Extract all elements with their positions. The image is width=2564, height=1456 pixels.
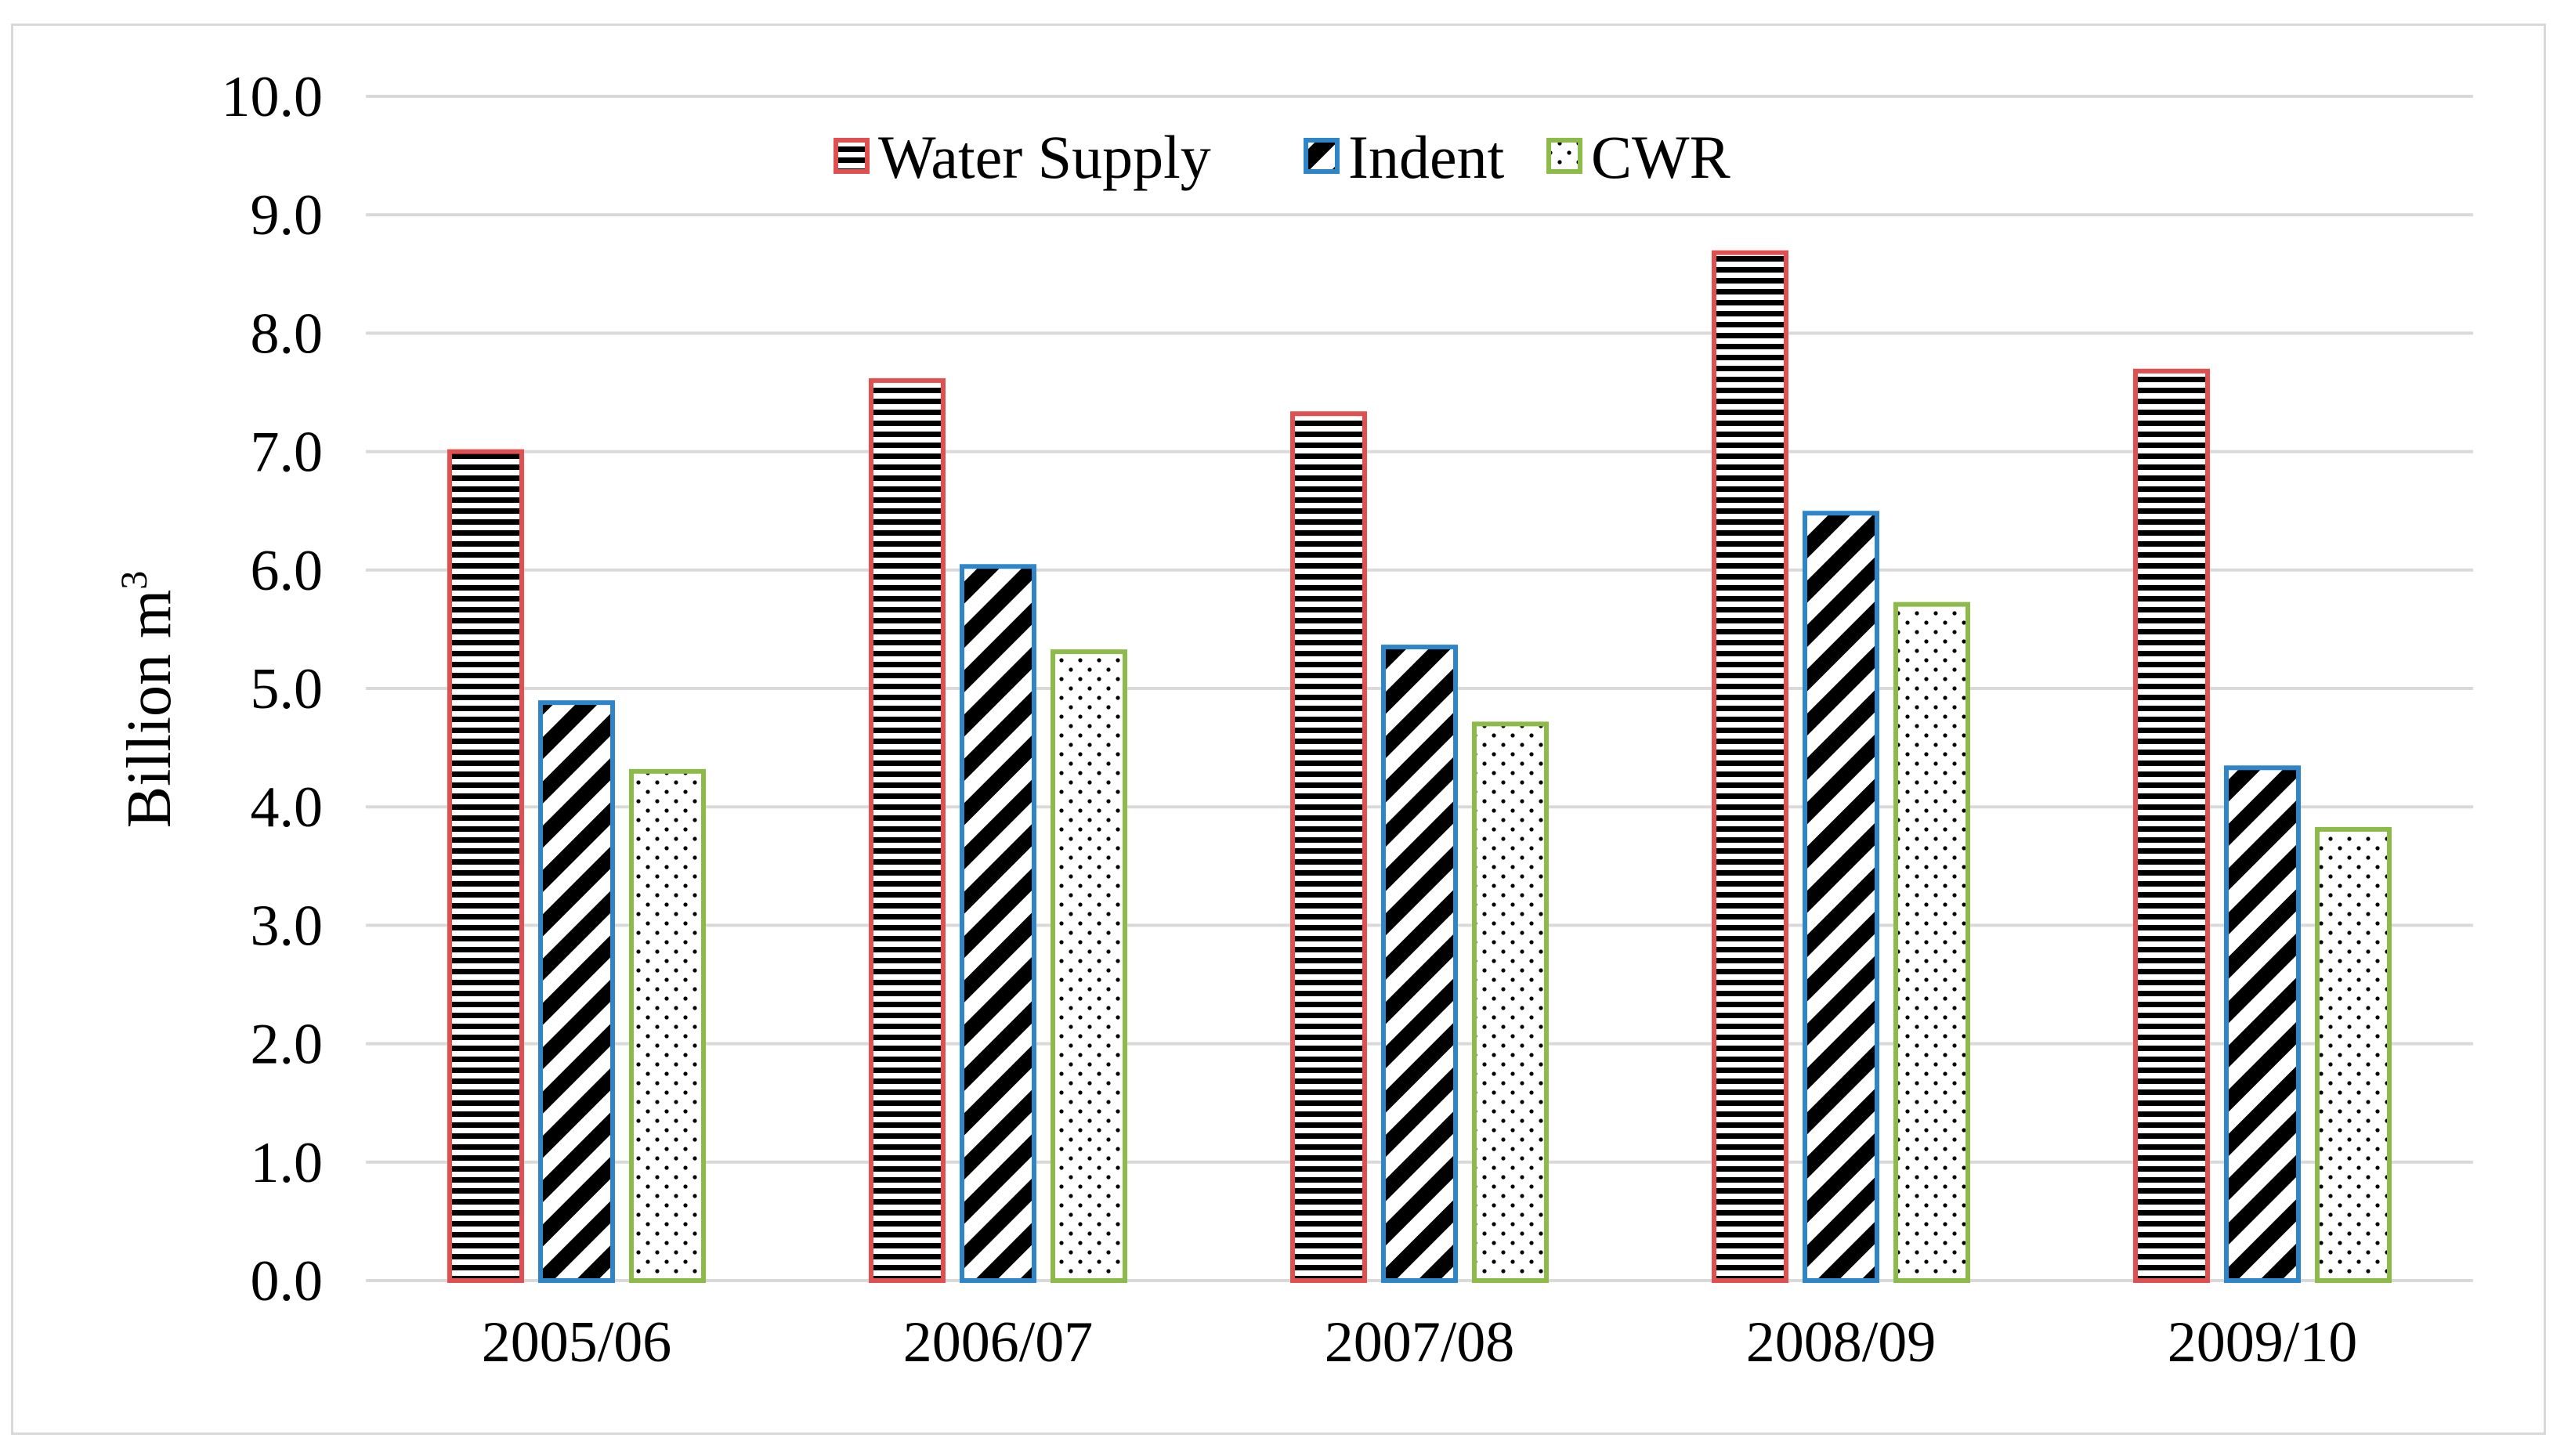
bar-cwr-2006-07	[1051, 649, 1127, 1283]
bars	[447, 250, 2392, 1284]
y-tick-label: 4.0	[251, 775, 324, 840]
bar-water-supply-2007-08	[1290, 411, 1367, 1284]
y-axis-title-superscript: 3	[114, 571, 155, 590]
legend-label: Indent	[1348, 123, 1505, 191]
legend-swatch-water-supply	[834, 138, 870, 174]
y-tick-label: 10.0	[222, 65, 324, 129]
y-tick-label: 0.0	[251, 1249, 324, 1313]
bar-water-supply-2006-07	[869, 378, 946, 1283]
y-tick-label: 1.0	[251, 1131, 324, 1195]
y-axis-title-text: Billion m	[115, 590, 184, 829]
bar-cwr-2009-10	[2315, 826, 2392, 1283]
y-axis-title: Billion m3	[114, 571, 184, 829]
bar-chart: 0.0 1.0 2.0 3.0 4.0 5.0 6.0 7.0 8.0 9.0 10.0 2005/…	[114, 65, 2473, 1375]
bar-cwr-2008-09	[1893, 602, 1970, 1283]
legend: Water Supply Indent CWR	[834, 123, 1730, 191]
chart-frame: 0.0 1.0 2.0 3.0 4.0 5.0 6.0 7.0 8.0 9.0 10.0 2005/…	[11, 23, 2546, 1435]
bar-indent-2009-10	[2224, 765, 2301, 1283]
y-tick-label: 6.0	[251, 539, 324, 603]
bar-water-supply-2005-06	[447, 449, 524, 1283]
x-axis-categories: 2005/06 2006/07 2007/08 2008/09 2009/10	[482, 1310, 2358, 1375]
y-tick-label: 2.0	[251, 1013, 324, 1077]
legend-swatch-indent	[1304, 138, 1340, 174]
x-category-label: 2007/08	[1325, 1310, 1515, 1375]
y-tick-label: 8.0	[251, 302, 324, 366]
bar-indent-2006-07	[960, 564, 1036, 1283]
bar-water-supply-2009-10	[2133, 368, 2210, 1283]
bar-cwr-2005-06	[629, 768, 706, 1283]
legend-label: Water Supply	[878, 123, 1211, 191]
y-tick-label: 5.0	[251, 657, 324, 721]
bar-indent-2008-09	[1803, 511, 1879, 1283]
y-tick-label: 9.0	[251, 183, 324, 247]
legend-label: CWR	[1591, 123, 1730, 191]
x-category-label: 2005/06	[482, 1310, 672, 1375]
y-axis-ticks: 0.0 1.0 2.0 3.0 4.0 5.0 6.0 7.0 8.0 9.0 10.0	[222, 65, 324, 1313]
x-category-label: 2008/09	[1746, 1310, 1937, 1375]
y-tick-label: 7.0	[251, 421, 324, 485]
x-category-label: 2006/07	[903, 1310, 1094, 1375]
bar-indent-2005-06	[538, 700, 615, 1283]
x-category-label: 2009/10	[2168, 1310, 2358, 1375]
legend-swatch-cwr	[1546, 138, 1582, 174]
bar-cwr-2007-08	[1472, 721, 1549, 1283]
bar-indent-2007-08	[1381, 645, 1458, 1283]
y-tick-label: 3.0	[251, 894, 324, 958]
bar-water-supply-2008-09	[1712, 250, 1788, 1284]
